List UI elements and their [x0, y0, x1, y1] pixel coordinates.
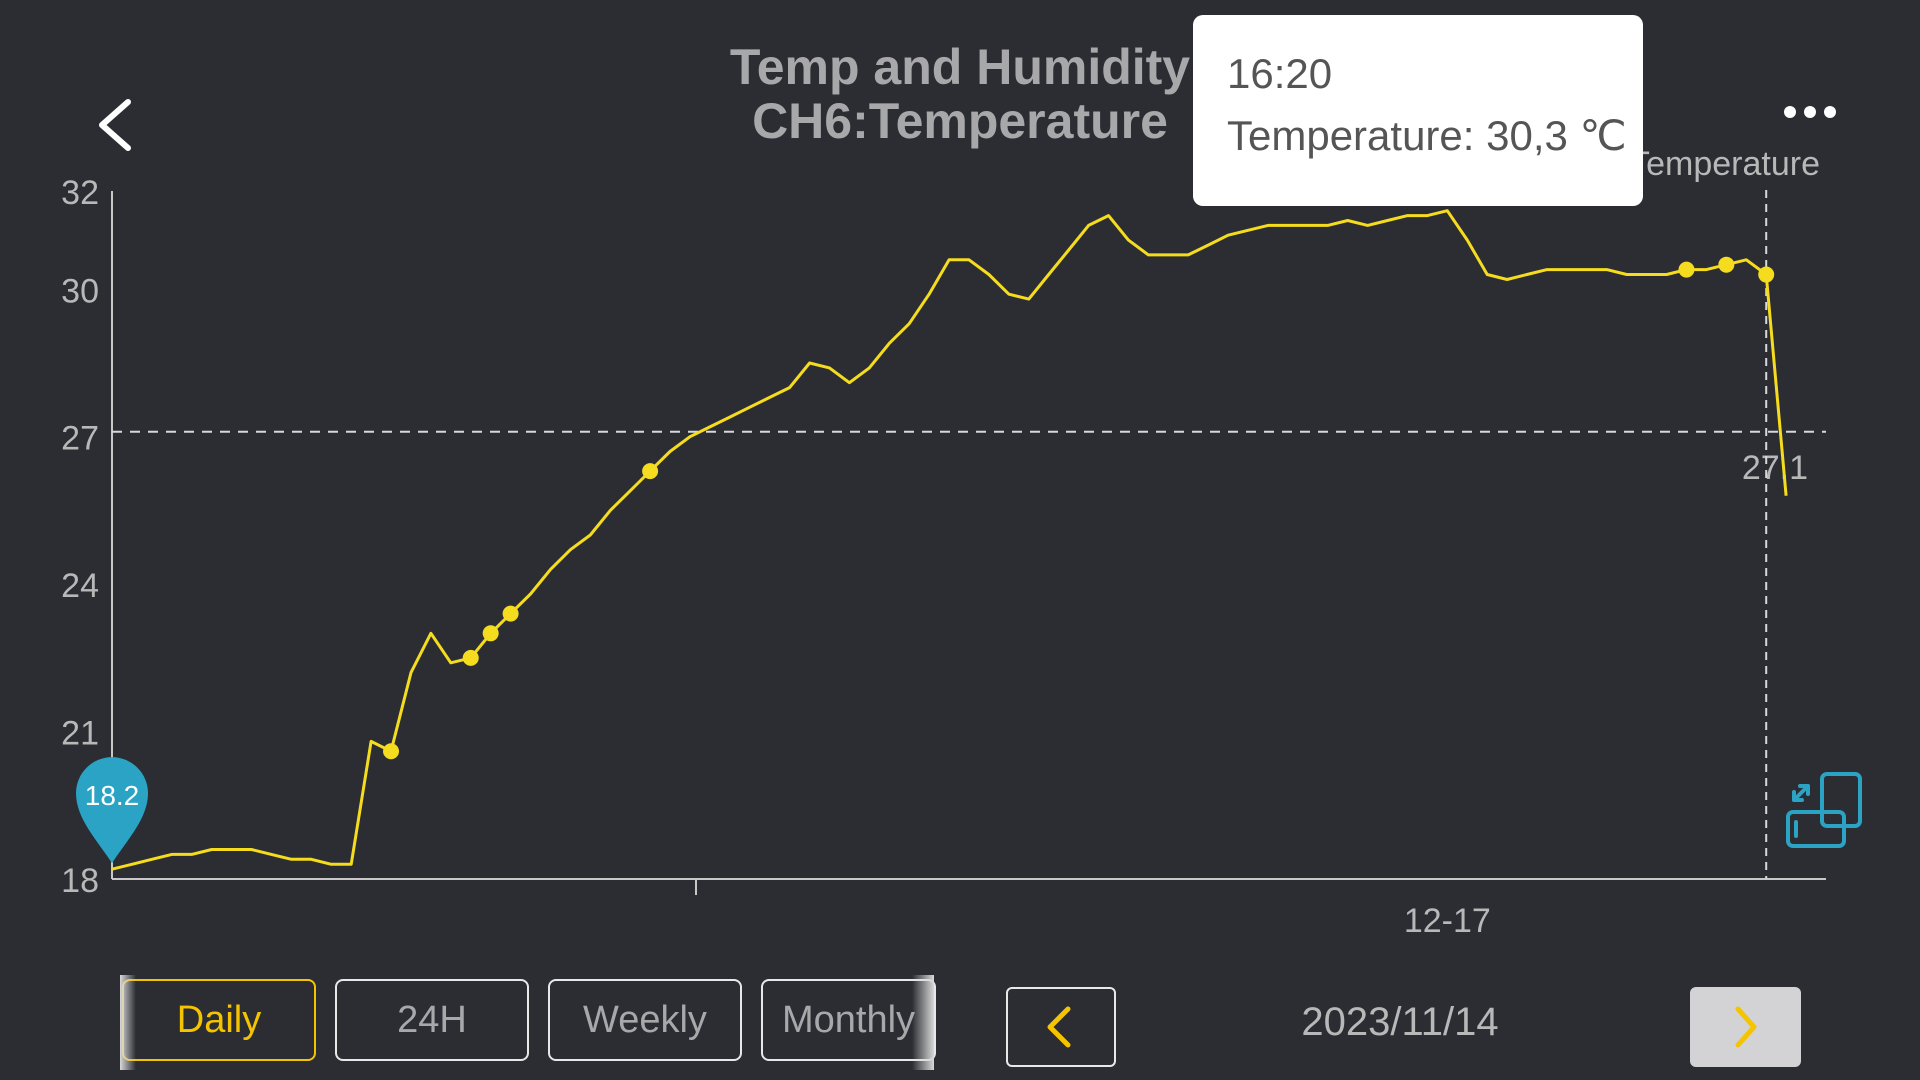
chart-title: Temp and Humidity CH6:Temperature — [600, 40, 1320, 148]
previous-date-button[interactable] — [1006, 987, 1116, 1067]
tab-weekly[interactable]: Weekly — [548, 979, 742, 1061]
y-tick-label: 30 — [61, 272, 99, 310]
tab-24h[interactable]: 24H — [335, 979, 529, 1061]
tab-monthly[interactable]: Monthly — [761, 979, 936, 1061]
back-button[interactable] — [80, 90, 150, 160]
data-point-marker — [642, 463, 659, 480]
min-value-pin — [76, 757, 148, 864]
data-point-marker — [462, 649, 479, 666]
y-tick-label: 32 — [61, 174, 99, 212]
y-tick-label: 18 — [61, 862, 99, 900]
y-tick-label: 27 — [61, 420, 99, 458]
temperature-line-chart: 18 21 24 27 30 32 12-17 27.1 18.2 — [61, 174, 1826, 940]
chevron-left-icon — [1047, 1006, 1071, 1048]
rotate-screen-icon — [1786, 772, 1862, 848]
period-tabs: Daily 24H Weekly Monthly — [120, 975, 936, 1070]
data-point-marker — [1678, 261, 1695, 278]
chevron-left-icon — [99, 99, 131, 151]
data-point-marker — [1758, 266, 1775, 283]
y-tick-label: 24 — [61, 567, 99, 605]
tooltip-time: 16:20 — [1227, 50, 1333, 97]
chart-tooltip: 16:20 Temperature: 30,3 ℃ — [1193, 15, 1643, 206]
more-horizontal-icon — [1784, 106, 1836, 118]
more-options-button[interactable] — [1770, 90, 1850, 130]
temperature-series-line — [111, 209, 1788, 871]
tooltip-value: Temperature: 30,3 ℃ — [1227, 112, 1627, 159]
title-line-1: Temp and Humidity — [729, 39, 1191, 95]
title-line-2: CH6:Temperature — [752, 93, 1168, 149]
data-point-marker — [502, 605, 519, 622]
x-tick-label: 12-17 — [1404, 902, 1491, 940]
data-point-marker — [383, 743, 400, 760]
reference-line-label: 27.1 — [1742, 449, 1808, 487]
min-value-label: 18.2 — [85, 780, 140, 811]
tab-daily[interactable]: Daily — [122, 979, 316, 1061]
next-date-button[interactable] — [1690, 987, 1801, 1067]
current-date: 2023/11/14 — [1301, 1000, 1499, 1044]
data-point-marker — [1718, 256, 1735, 273]
rotate-screen-button[interactable] — [1784, 772, 1864, 850]
data-point-marker — [482, 625, 499, 642]
y-tick-label: 21 — [61, 715, 99, 753]
legend-series-label[interactable]: Temperature — [1629, 145, 1820, 183]
chevron-right-icon — [1735, 1006, 1757, 1048]
